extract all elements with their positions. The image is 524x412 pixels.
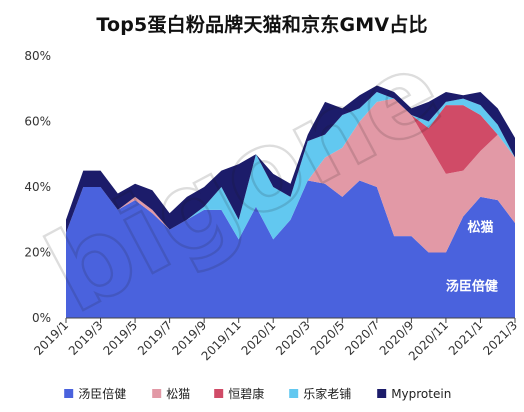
y-tick-label: 60% [24,115,51,129]
y-axis: 0% 20% 40% 60% 80% [24,49,51,325]
area-myprotein [66,85,515,233]
legend-label: 松猫 [166,387,190,401]
area-series-1 [66,98,515,253]
legend-label: 恒碧康 [228,386,264,401]
x-tick-label: 2021/1 [446,318,486,358]
x-tick-label: 2020/7 [342,318,382,358]
legend-swatch-myprotein [377,389,387,398]
legend-label: Myprotein [391,387,451,401]
legend-swatch-series-1 [152,389,162,398]
x-tick-label: 2019/7 [135,318,175,358]
area-series-0 [66,180,515,318]
legend-swatch-series-0 [64,389,74,398]
x-tick-label: 2020/1 [239,318,279,358]
areas-layer [66,85,515,318]
legend: 汤臣倍健 松猫 恒碧康 乐家老铺 Myprotein [64,386,451,401]
y-tick-label: 40% [24,180,51,194]
area-series-3 [66,92,515,240]
legend-swatch-series-3 [289,389,299,398]
y-tick-label: 20% [24,246,51,260]
chart-title: Top5蛋白粉品牌天猫和京东GMV占比 [96,14,428,36]
legend-label: 汤臣倍健 [78,386,126,401]
x-tick-label: 2020/5 [308,318,348,358]
legend-label: 乐家老铺 [303,386,351,401]
y-tick-label: 0% [32,311,51,325]
x-tick-label: 2021/3 [480,318,520,358]
area-series-2 [66,98,515,240]
area-label-0: 松猫 [467,219,493,235]
legend-swatch-series-2 [214,389,224,398]
x-tick-label: 2020/3 [273,318,313,358]
area-label-1: 汤臣倍健 [446,278,498,294]
y-tick-label: 80% [24,49,51,63]
